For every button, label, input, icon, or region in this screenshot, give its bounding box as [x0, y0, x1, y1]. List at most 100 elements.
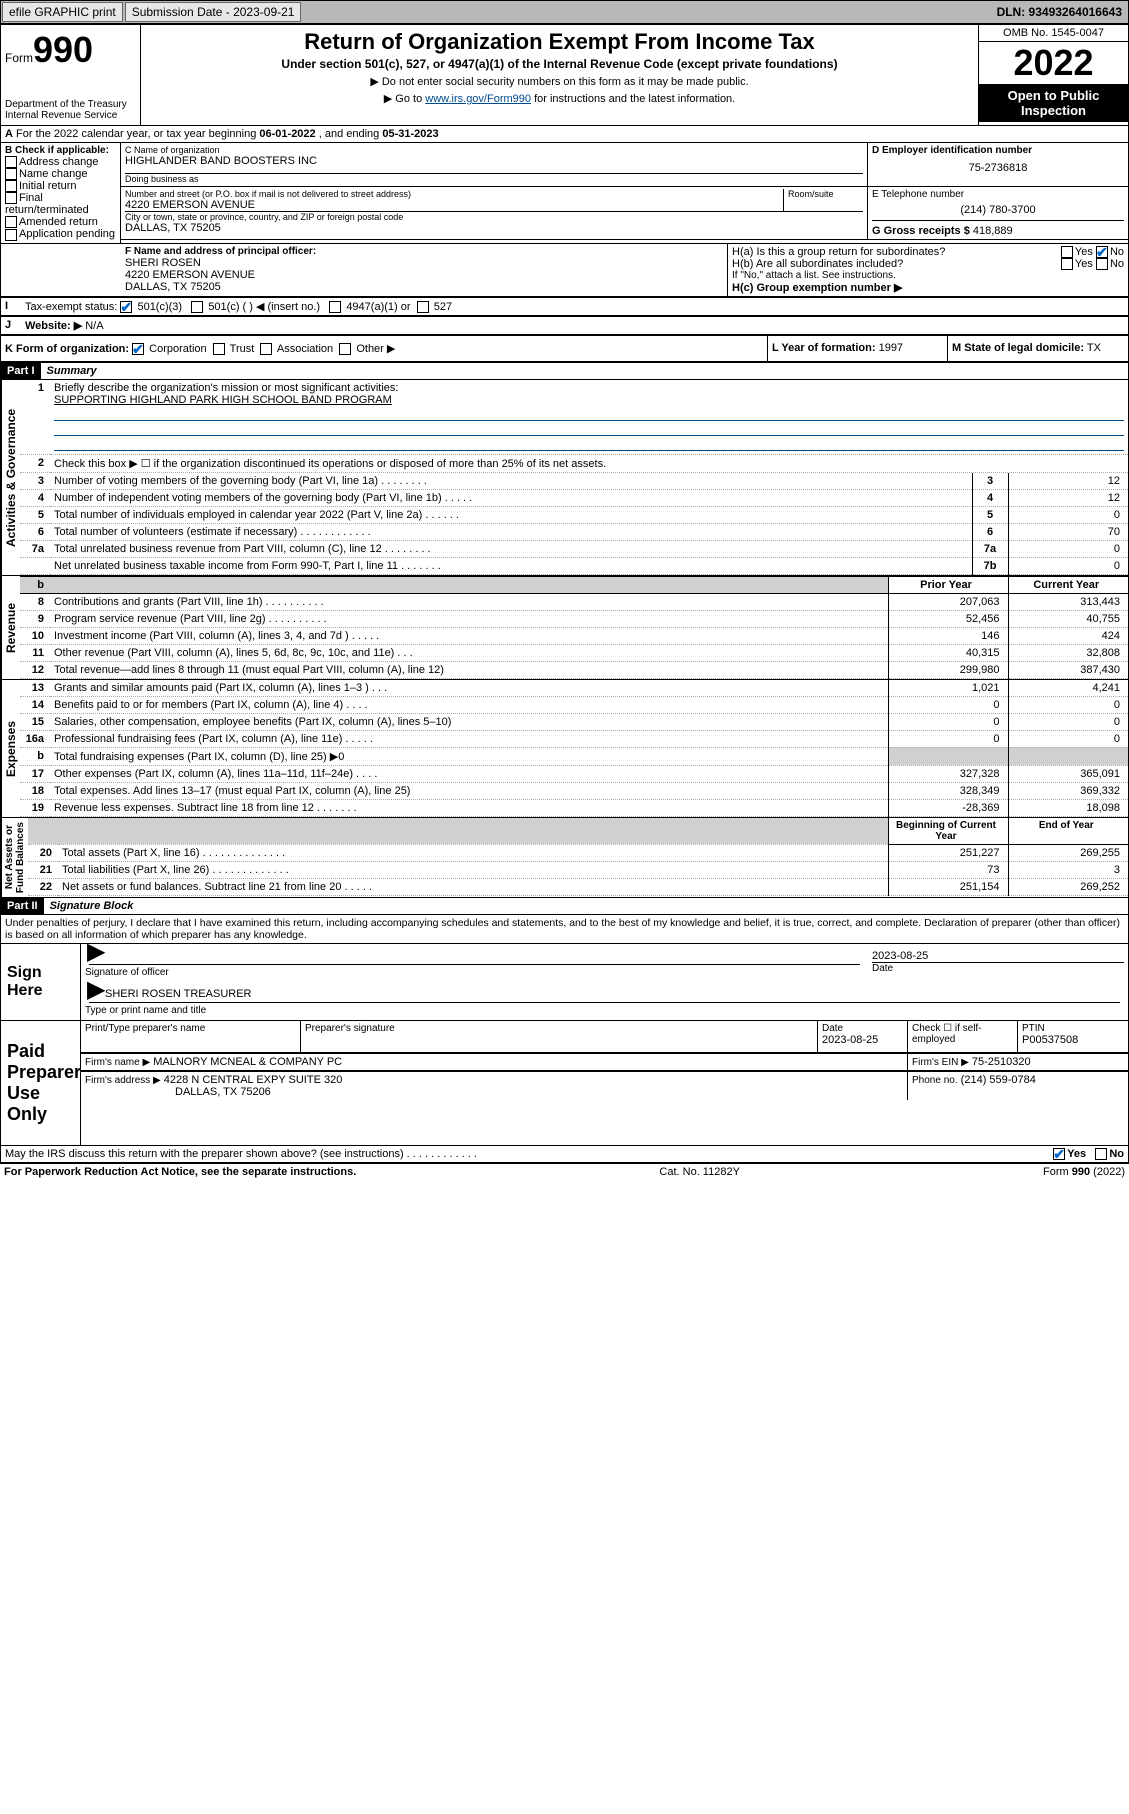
- prep-date-label: Date: [822, 1023, 903, 1034]
- form-word: Form: [5, 51, 33, 65]
- checkbox-group-yes[interactable]: [1061, 246, 1073, 258]
- checkbox-trust[interactable]: [213, 343, 225, 355]
- checkbox-501c3[interactable]: [120, 301, 132, 313]
- checkbox-sub-yes[interactable]: [1061, 258, 1073, 270]
- footer-mid: Cat. No. 11282Y: [659, 1166, 740, 1178]
- table-row: 8Contributions and grants (Part VIII, li…: [20, 594, 1128, 611]
- open-public-badge: Open to Public Inspection: [979, 84, 1128, 122]
- box-i-label: Tax-exempt status:: [25, 301, 117, 313]
- checkbox-discuss-no[interactable]: [1095, 1148, 1107, 1160]
- part2-header: Part II: [1, 898, 44, 914]
- discuss-text: May the IRS discuss this return with the…: [5, 1148, 1053, 1160]
- h-c-label: H(c) Group exemption number ▶: [732, 281, 1124, 294]
- prep-sig-label: Preparer's signature: [305, 1023, 813, 1034]
- table-row: 12Total revenue—add lines 8 through 11 (…: [20, 661, 1128, 678]
- sig-date: 2023-08-25: [872, 948, 1124, 962]
- firm-addr2: DALLAS, TX 75206: [85, 1086, 271, 1098]
- checkbox-501c[interactable]: [191, 301, 203, 313]
- table-row: 17Other expenses (Part IX, column (A), l…: [20, 765, 1128, 782]
- section-netassets-label: Net Assets or Fund Balances: [1, 818, 28, 897]
- org-name: HIGHLANDER BAND BOOSTERS INC: [125, 155, 863, 167]
- box-f-label: F Name and address of principal officer:: [125, 246, 723, 257]
- checkbox-other[interactable]: [339, 343, 351, 355]
- h-b-label: H(b) Are all subordinates included?: [732, 258, 1061, 270]
- checkbox-corp[interactable]: [132, 343, 144, 355]
- table-row: 20Total assets (Part X, line 16) . . . .…: [28, 845, 1128, 862]
- irs-link[interactable]: www.irs.gov/Form990: [425, 93, 531, 105]
- checkbox-assoc[interactable]: [260, 343, 272, 355]
- table-row: 7aTotal unrelated business revenue from …: [20, 540, 1128, 557]
- table-row: 5Total number of individuals employed in…: [20, 506, 1128, 523]
- table-row: 13Grants and similar amounts paid (Part …: [20, 680, 1128, 697]
- section-revenue-label: Revenue: [1, 576, 20, 679]
- box-b: B Check if applicable: Address change Na…: [1, 143, 121, 244]
- year-formation: 1997: [879, 342, 903, 354]
- checkbox-discuss-yes[interactable]: [1053, 1148, 1065, 1160]
- prep-check-label: Check ☐ if self-employed: [912, 1023, 1013, 1045]
- part2-title: Signature Block: [44, 898, 140, 914]
- footer-right: Form 990 (2022): [1043, 1166, 1125, 1178]
- prep-name-label: Print/Type preparer's name: [85, 1023, 296, 1034]
- checkbox-final-return[interactable]: [5, 192, 17, 204]
- table-row: 15Salaries, other compensation, employee…: [20, 713, 1128, 730]
- h-a-label: H(a) Is this a group return for subordin…: [732, 246, 1061, 258]
- table-row: 16aProfessional fundraising fees (Part I…: [20, 730, 1128, 747]
- declaration-text: Under penalties of perjury, I declare th…: [1, 915, 1128, 943]
- sig-name-label: Type or print name and title: [85, 1005, 1124, 1016]
- box-k-label: K Form of organization:: [5, 343, 129, 355]
- table-row: 10Investment income (Part VIII, column (…: [20, 627, 1128, 644]
- current-year-header: Current Year: [1008, 576, 1128, 593]
- dln-label: DLN: 93493264016643: [991, 3, 1128, 21]
- checkbox-sub-no[interactable]: [1096, 258, 1108, 270]
- firm-name-label: Firm's name ▶: [85, 1057, 150, 1068]
- sig-date-label: Date: [872, 963, 1124, 974]
- table-row: 21Total liabilities (Part X, line 26) . …: [28, 861, 1128, 878]
- officer-name: SHERI ROSEN: [125, 257, 723, 269]
- end-year-header: End of Year: [1008, 818, 1128, 845]
- table-row: 22Net assets or fund balances. Subtract …: [28, 878, 1128, 895]
- dept-label: Department of the Treasury Internal Reve…: [5, 99, 136, 121]
- firm-name: MALNORY MCNEAL & COMPANY PC: [153, 1056, 342, 1068]
- street-value: 4220 EMERSON AVENUE: [125, 199, 783, 211]
- checkbox-amended-return[interactable]: [5, 216, 17, 228]
- box-l-label: L Year of formation:: [772, 342, 876, 354]
- box-c-name-label: C Name of organization: [125, 145, 863, 155]
- efile-print-button[interactable]: efile GRAPHIC print: [2, 2, 123, 22]
- checkbox-4947[interactable]: [329, 301, 341, 313]
- city-label: City or town, state or province, country…: [125, 212, 863, 222]
- ptin-label: PTIN: [1022, 1023, 1124, 1034]
- checkbox-application-pending[interactable]: [5, 229, 17, 241]
- prior-year-header: Prior Year: [888, 576, 1008, 593]
- box-g-label: G Gross receipts $: [872, 225, 970, 237]
- form-header: Form990 Department of the Treasury Inter…: [1, 25, 1128, 126]
- mission-text: SUPPORTING HIGHLAND PARK HIGH SCHOOL BAN…: [54, 394, 392, 406]
- section-expenses-label: Expenses: [1, 680, 20, 817]
- submission-date-button[interactable]: Submission Date - 2023-09-21: [125, 2, 302, 22]
- box-m-label: M State of legal domicile:: [952, 342, 1084, 354]
- firm-ein: 75-2510320: [972, 1056, 1031, 1068]
- firm-ein-label: Firm's EIN ▶: [912, 1057, 969, 1068]
- officer-street: 4220 EMERSON AVENUE: [125, 269, 723, 281]
- checkbox-initial-return[interactable]: [5, 180, 17, 192]
- firm-phone-label: Phone no.: [912, 1075, 958, 1086]
- checkbox-527[interactable]: [417, 301, 429, 313]
- table-row: 6Total number of volunteers (estimate if…: [20, 523, 1128, 540]
- table-row: 18Total expenses. Add lines 13–17 (must …: [20, 782, 1128, 799]
- checkbox-address-change[interactable]: [5, 156, 17, 168]
- ptin-value: P00537508: [1022, 1034, 1124, 1046]
- sig-name-value: SHERI ROSEN TREASURER: [105, 988, 252, 1000]
- paid-preparer-label: Paid Preparer Use Only: [1, 1021, 81, 1145]
- room-label: Room/suite: [788, 189, 863, 199]
- addr-label: Number and street (or P.O. box if mail i…: [125, 189, 783, 199]
- form-note-1: ▶ Do not enter social security numbers o…: [145, 75, 974, 88]
- checkbox-group-no[interactable]: [1096, 246, 1108, 258]
- officer-city: DALLAS, TX 75205: [125, 281, 723, 293]
- line-a-tax-year: A For the 2022 calendar year, or tax yea…: [1, 126, 1128, 143]
- checkbox-name-change[interactable]: [5, 168, 17, 180]
- part1-header: Part I: [1, 363, 41, 379]
- form-title: Return of Organization Exempt From Incom…: [145, 29, 974, 55]
- h-b-note: If "No," attach a list. See instructions…: [732, 270, 1124, 281]
- table-row: 11Other revenue (Part VIII, column (A), …: [20, 644, 1128, 661]
- table-row: 19Revenue less expenses. Subtract line 1…: [20, 799, 1128, 816]
- box-j-label: Website: ▶: [25, 320, 82, 332]
